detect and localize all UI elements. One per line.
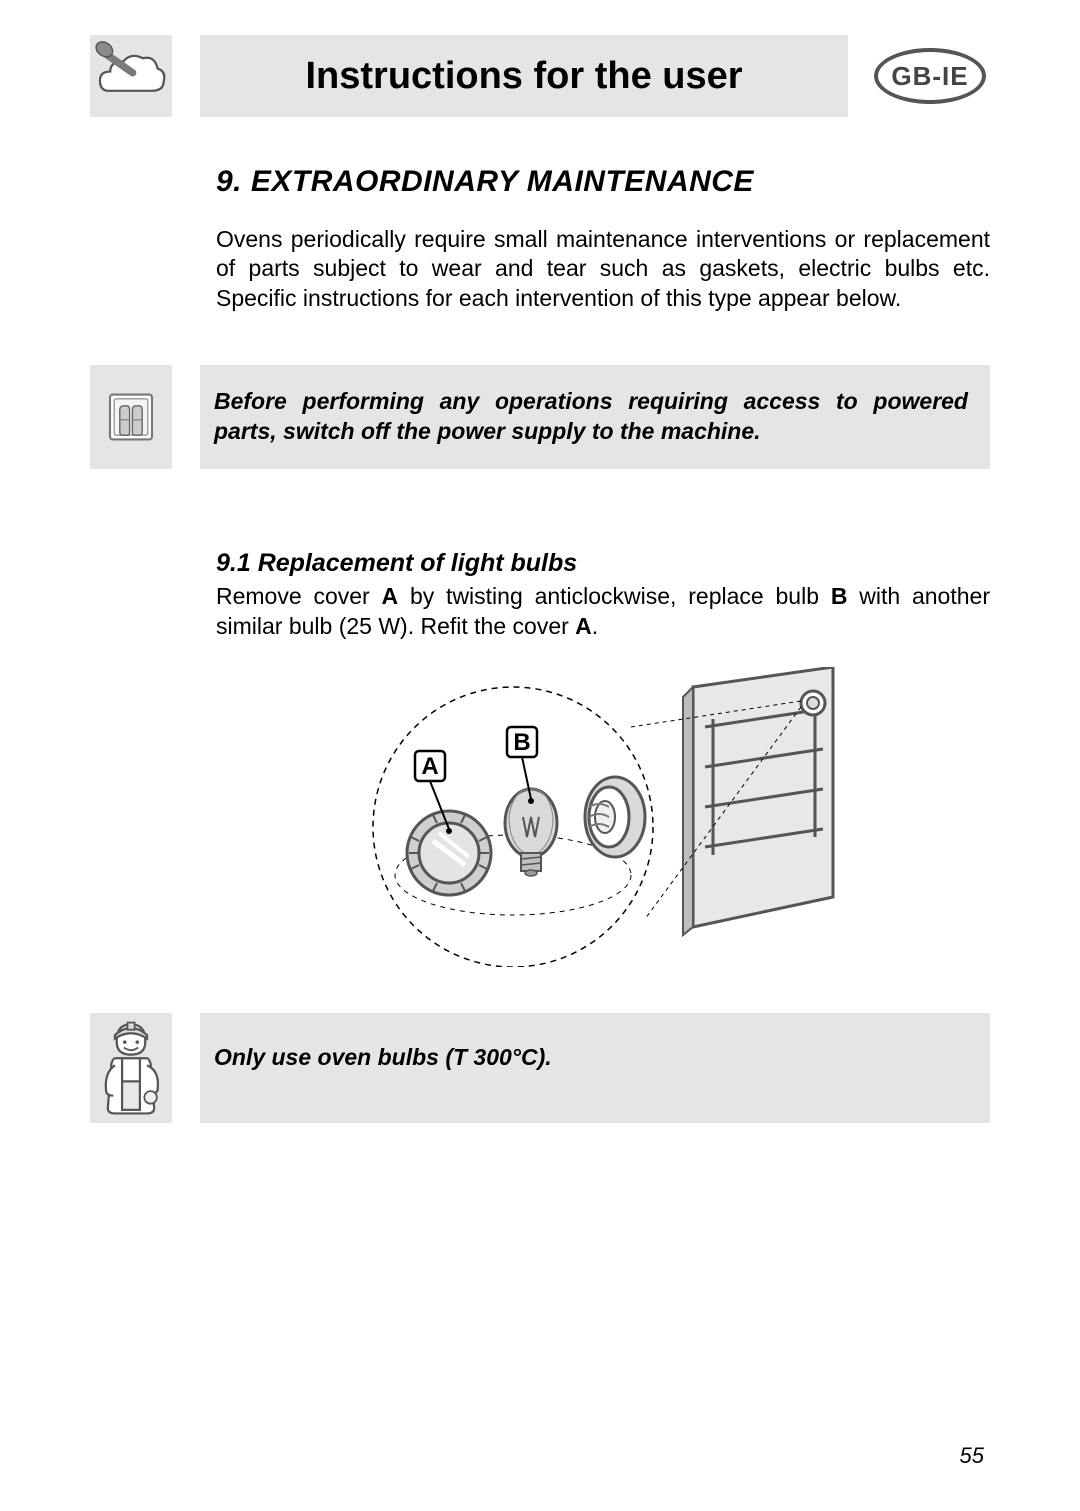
bulb-spec-icon-cell: [90, 1013, 172, 1123]
bulb-replacement-diagram: A B: [353, 667, 853, 967]
power-warning-icon-cell: [90, 365, 172, 469]
chef-logo-box: [90, 35, 172, 117]
header-title: Instructions for the user: [200, 35, 848, 117]
sub-text-4: .: [592, 613, 598, 639]
label-a-2: A: [575, 613, 592, 639]
callout-b-label: B: [513, 729, 530, 756]
sub-text-2: by twisting anticlockwise, replace bulb: [398, 583, 831, 609]
label-b: B: [831, 583, 848, 609]
manual-page: Instructions for the user GB-IE 9. EXTRA…: [0, 0, 1080, 1511]
section-heading: 9. EXTRAORDINARY MAINTENANCE: [216, 165, 990, 199]
page-header: Instructions for the user GB-IE: [90, 35, 990, 117]
subsection-paragraph: Remove cover A by twisting anticlockwise…: [216, 582, 990, 641]
content-column: 9. EXTRAORDINARY MAINTENANCE Ovens perio…: [216, 165, 990, 313]
locale-badge-box: GB-IE: [870, 35, 990, 117]
bulb-socket-icon: [585, 777, 645, 857]
cover-a-icon: [407, 811, 491, 895]
oven-interior-icon: [631, 667, 833, 935]
technician-icon: [95, 1019, 167, 1117]
chef-spoon-icon: [94, 39, 168, 113]
locale-badge: GB-IE: [874, 48, 986, 104]
warning-gap-2: [172, 1013, 200, 1123]
callout-a-label: A: [421, 753, 438, 780]
bulb-spec-warning-text: Only use oven bulbs (T 300°C).: [200, 1013, 990, 1123]
subsection-heading: 9.1 Replacement of light bulbs: [216, 549, 990, 578]
power-switch-icon: [103, 389, 159, 445]
power-warning-text: Before performing any operations requiri…: [200, 365, 990, 469]
bulb-spec-warning-box: Only use oven bulbs (T 300°C).: [90, 1013, 990, 1123]
label-a-1: A: [382, 583, 399, 609]
bulb-diagram-wrap: A B: [216, 667, 990, 967]
intro-paragraph: Ovens periodically require small mainten…: [216, 225, 990, 313]
page-number: 55: [960, 1443, 984, 1469]
power-warning-box: Before performing any operations requiri…: [90, 365, 990, 469]
sub-text-1: Remove cover: [216, 583, 382, 609]
warning-gap: [172, 365, 200, 469]
subsection-column: 9.1 Replacement of light bulbs Remove co…: [216, 549, 990, 967]
